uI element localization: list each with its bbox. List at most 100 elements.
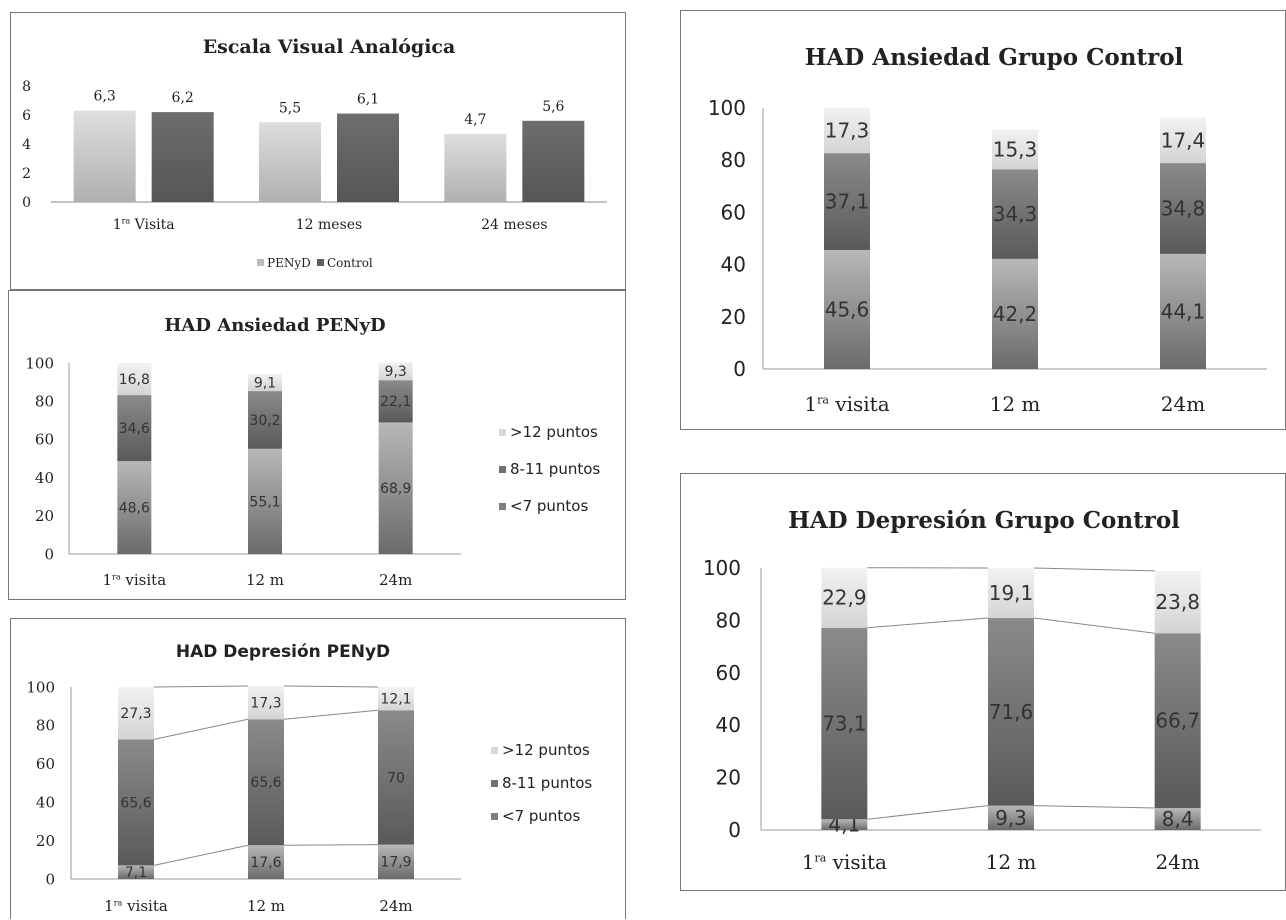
data-label: 6,2 [172,90,194,106]
data-label: 17,3 [250,696,281,712]
series-connector-line [284,686,378,687]
y-tick-label: 60 [35,431,54,449]
data-label: 65,6 [250,775,281,791]
x-tick-label: 12 m [986,850,1037,874]
y-tick-label: 80 [35,392,54,410]
legend-swatch [499,466,506,473]
data-label: 68,9 [380,481,411,497]
data-label: 9,1 [254,375,276,391]
hdgc-chart-svg: HAD Depresión Grupo Control0204060801004… [681,474,1286,892]
x-tick-label: 1ra Visita [113,217,175,233]
y-tick-label: 20 [716,766,741,790]
legend-swatch [257,259,264,266]
series-connector-line [867,618,988,628]
x-tick-label: 24m [379,897,412,915]
data-label: 65,6 [120,795,151,811]
y-tick-label: 4 [22,137,31,153]
chart-title: Escala Visual Analógica [203,36,456,58]
legend-swatch [491,747,498,754]
data-label: 70 [387,770,405,786]
data-label: 17,4 [1161,128,1206,152]
y-tick-label: 0 [728,818,741,842]
y-tick-label: 20 [35,507,54,525]
data-label: 6,1 [357,92,379,108]
data-label: 73,1 [822,711,867,735]
data-label: 16,8 [119,372,150,388]
chart-title: HAD Ansiedad Grupo Control [805,44,1184,71]
x-tick-label: 12 meses [296,217,362,233]
data-label: 5,5 [279,100,301,116]
data-label: 45,6 [825,297,870,321]
data-label: 48,6 [119,500,150,516]
data-label: 6,3 [94,89,116,105]
series-connector-line [154,686,248,687]
y-tick-label: 40 [716,713,741,737]
y-tick-label: 40 [36,793,55,811]
series-connector-line [1034,568,1155,571]
chart-title: HAD Ansiedad PENyD [164,315,385,336]
x-tick-label: 1ra visita [804,392,889,416]
legend-swatch [317,259,324,266]
y-tick-label: 100 [708,96,746,120]
legend-label: <7 puntos [510,497,588,515]
y-tick-label: 8 [22,79,31,95]
x-tick-label: 24m [1155,850,1199,874]
legend-label: <7 puntos [502,807,580,825]
x-tick-label: 24m [1161,392,1205,416]
data-label: 34,3 [993,202,1038,226]
series-connector-line [867,806,988,820]
y-tick-label: 80 [36,717,55,735]
y-tick-label: 20 [36,832,55,850]
data-label: 17,9 [380,855,411,871]
chart-title: HAD Depresión Grupo Control [788,507,1180,534]
series-connector-line [1034,618,1155,633]
data-label: 17,3 [825,119,870,143]
bar-control [152,112,214,202]
data-label: 42,2 [993,302,1038,326]
bar-control [522,121,584,202]
data-label: 12,1 [380,692,411,708]
y-tick-label: 2 [22,166,31,182]
data-label: 9,3 [995,806,1027,830]
data-label: 34,6 [119,421,150,437]
data-label: 34,8 [1161,196,1206,220]
y-tick-label: 80 [716,608,741,632]
data-label: 22,1 [380,394,411,410]
legend-label: PENyD [267,256,311,270]
legend-label: Control [327,256,373,270]
y-tick-label: 0 [733,357,746,381]
x-tick-label: 12 m [246,571,284,589]
y-tick-label: 20 [721,305,746,329]
y-tick-label: 0 [44,545,54,563]
x-tick-label: 12 m [990,392,1041,416]
data-label: 9,3 [385,364,407,380]
chart-title: HAD Depresión PENyD [176,642,390,662]
hdp-chart-svg: HAD Depresión PENyD0204060801007,165,627… [11,619,627,920]
data-label: 55,1 [249,494,280,510]
data-label: 71,6 [989,700,1034,724]
x-tick-label: 24 meses [481,217,547,233]
data-label: 15,3 [993,137,1038,161]
data-label: 5,6 [542,99,564,115]
series-connector-line [1034,806,1155,808]
legend-swatch [491,780,498,787]
y-tick-label: 40 [35,469,54,487]
bar-control [337,114,399,202]
y-tick-label: 100 [703,556,741,580]
bar-penyd [74,111,136,202]
bar-penyd [259,122,321,202]
hagc-chart-svg: HAD Ansiedad Grupo Control02040608010045… [681,11,1286,431]
legend-swatch [499,503,506,510]
y-tick-label: 100 [25,354,54,372]
series-connector-line [284,845,378,846]
y-tick-label: 0 [22,195,31,211]
data-label: 17,6 [250,855,281,871]
x-tick-label: 1ra visita [103,571,167,589]
y-tick-label: 60 [716,661,741,685]
data-label: 8,4 [1162,807,1194,831]
series-connector-line [284,710,378,719]
